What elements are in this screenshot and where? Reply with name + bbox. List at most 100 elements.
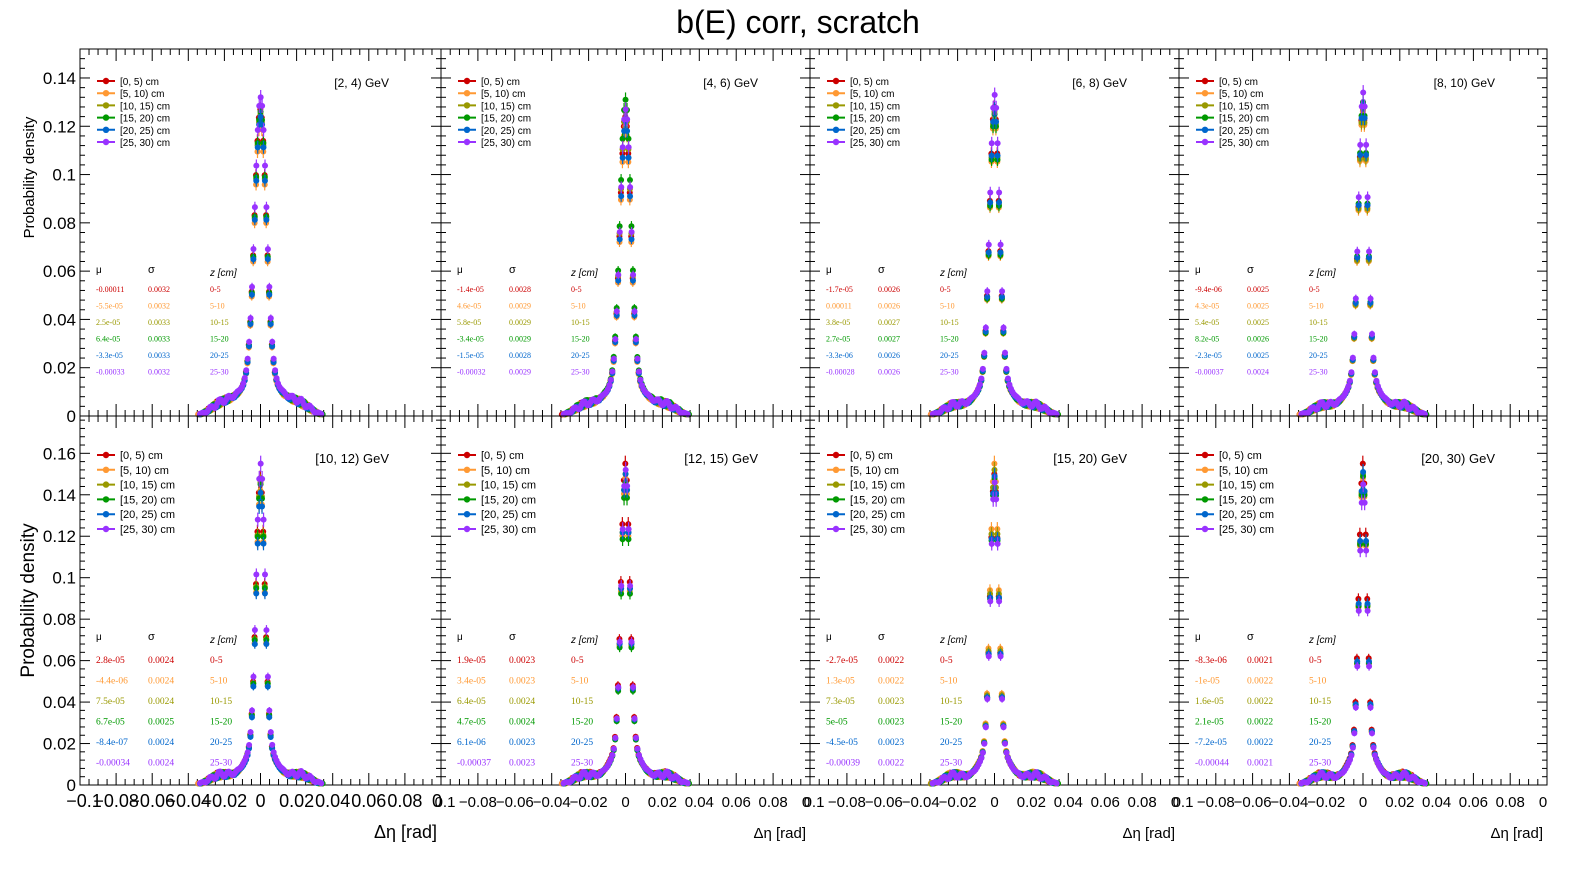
table-header-sigma: σ (878, 264, 885, 276)
y-tick-label: 0.12 (43, 117, 76, 136)
data-point (999, 288, 1006, 295)
data-point (997, 241, 1004, 248)
table-header-mu: μ (1195, 265, 1201, 276)
table-sigma: 0.0028 (509, 351, 531, 360)
legend-entry: [10, 15) cm (481, 101, 531, 112)
table-mu: 4.3e-05 (1195, 302, 1219, 311)
table-mu: -0.00032 (457, 368, 486, 377)
data-point (1346, 377, 1353, 384)
data-point (1357, 141, 1364, 148)
data-point (985, 249, 992, 256)
data-point (994, 152, 1001, 159)
table-z: 15-20 (210, 335, 229, 344)
data-point (241, 374, 248, 381)
data-point (628, 223, 635, 230)
data-point (1345, 382, 1352, 389)
table-sigma: 0.0032 (148, 302, 170, 311)
data-point (993, 104, 1000, 111)
table-z: 20-25 (210, 351, 229, 360)
data-point (628, 236, 635, 243)
chart-panel: [0, 5) cm[5, 10) cm[10, 15) cm [15, 20) c… (1178, 48, 1548, 418)
data-point (270, 355, 277, 362)
data-point (615, 267, 622, 274)
y-axis-label: Probability density (21, 116, 38, 238)
data-point (1366, 248, 1373, 255)
legend-marker (463, 102, 471, 109)
legend-marker (102, 114, 110, 121)
table-sigma: 0.0027 (878, 335, 900, 344)
data-point (259, 102, 266, 109)
legend-marker (1201, 102, 1209, 109)
table-z: 5-10 (571, 302, 586, 311)
table-z: 10-15 (210, 318, 229, 327)
legend-entry: [10, 15) cm (1219, 101, 1269, 112)
data-point (249, 283, 256, 290)
data-point (1351, 330, 1358, 337)
table-z: 0-5 (940, 285, 951, 294)
data-point (616, 223, 623, 230)
figure-title: b(E) corr, scratch (676, 4, 920, 40)
legend-entry: [5, 10) cm (1219, 89, 1263, 100)
table-z: 20-25 (1309, 351, 1328, 360)
table-z: 10-15 (1309, 318, 1328, 327)
legend-marker (102, 102, 110, 109)
data-point (626, 176, 633, 183)
data-point (618, 184, 625, 191)
data-point (254, 144, 261, 151)
table-header-z: z [cm] (1308, 268, 1336, 279)
data-point (635, 368, 642, 375)
table-z: 15-20 (571, 335, 590, 344)
legend-entry: [20, 25) cm (120, 126, 170, 137)
legend-marker (463, 138, 471, 146)
table-mu: -3.3e-06 (826, 351, 853, 360)
data-point (264, 256, 271, 263)
data-point (254, 127, 261, 134)
table-header-z: z [cm] (209, 268, 237, 279)
data-point (266, 291, 273, 298)
data-point (250, 246, 257, 253)
data-point (625, 154, 632, 161)
table-z: 10-15 (940, 318, 959, 327)
y-tick-label: 0.08 (43, 214, 76, 233)
table-sigma: 0.0025 (1247, 285, 1269, 294)
table-z: 25-30 (1309, 368, 1328, 377)
data-point (246, 343, 253, 350)
table-z: 15-20 (1309, 335, 1328, 344)
data-point (615, 271, 622, 278)
table-z: 20-25 (940, 351, 959, 360)
table-header-sigma: σ (148, 264, 155, 276)
table-header-sigma: σ (1247, 264, 1254, 276)
data-point (1003, 365, 1010, 372)
data-point (269, 343, 276, 350)
data-point (991, 91, 998, 98)
table-mu: -3.3e-05 (96, 351, 123, 360)
legend-marker (463, 90, 471, 97)
data-point (261, 177, 268, 184)
data-point (984, 288, 991, 295)
table-sigma: 0.0028 (509, 285, 531, 294)
table-z: 25-30 (940, 368, 959, 377)
data-point (260, 144, 267, 151)
legend-entry: [0, 5) cm (1219, 77, 1258, 88)
table-sigma: 0.0024 (1247, 368, 1269, 377)
table-mu: 2.7e-05 (826, 335, 850, 344)
data-point (637, 376, 644, 383)
data-point (627, 193, 634, 200)
table-header-mu: μ (826, 265, 832, 276)
data-point (260, 126, 267, 133)
data-point (976, 381, 983, 388)
table-mu: -9.4e-06 (1195, 285, 1222, 294)
data-point (1363, 151, 1370, 158)
data-point (613, 308, 620, 315)
data-point (1000, 324, 1007, 331)
data-point (269, 338, 276, 345)
legend-entry: [0, 5) cm (481, 77, 520, 88)
data-point (1349, 354, 1356, 361)
legend-entry: [25, 30) cm (1219, 138, 1269, 149)
table-header-mu: μ (96, 265, 102, 276)
data-point (272, 367, 279, 374)
data-point (267, 321, 274, 328)
data-point (987, 199, 994, 206)
table-z: 10-15 (571, 318, 590, 327)
legend-entry: [15, 20) cm (120, 114, 170, 125)
